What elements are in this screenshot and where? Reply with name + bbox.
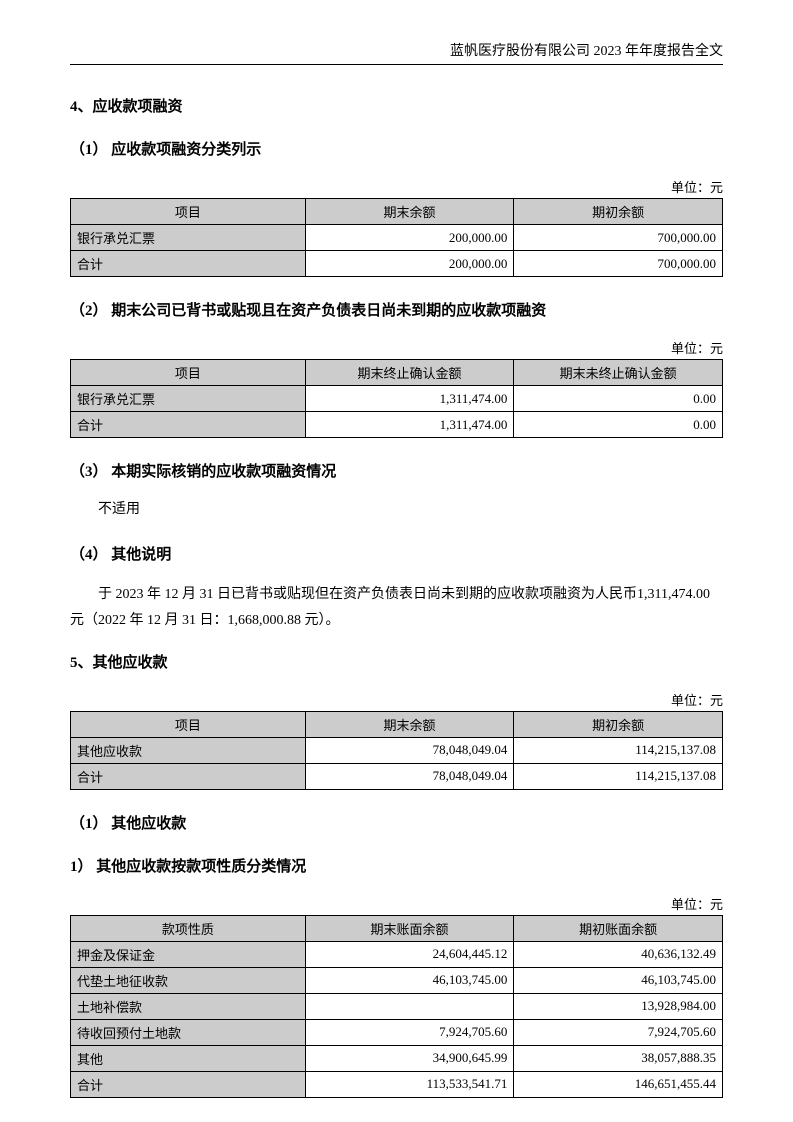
table-row: 合计 78,048,049.04 114,215,137.08 xyxy=(71,763,723,789)
table-4-2: 项目 期末终止确认金额 期末未终止确认金额 银行承兑汇票 1,311,474.0… xyxy=(70,359,723,438)
cell-value: 0.00 xyxy=(514,386,723,412)
cell-value: 13,928,984.00 xyxy=(514,993,723,1019)
section-4-3-title: （3） 本期实际核销的应收款项融资情况 xyxy=(70,460,723,481)
th-item: 项目 xyxy=(71,360,306,386)
table-row: 其他应收款 78,048,049.04 114,215,137.08 xyxy=(71,737,723,763)
cell-value: 113,533,541.71 xyxy=(305,1071,514,1097)
cell-value: 114,215,137.08 xyxy=(514,737,723,763)
unit-label-5: 单位：元 xyxy=(70,690,723,709)
cell-label: 合计 xyxy=(71,412,306,438)
cell-value xyxy=(305,993,514,1019)
cell-value: 7,924,705.60 xyxy=(514,1019,723,1045)
section-5-1-title: （1） 其他应收款 xyxy=(70,812,723,833)
table-5-1-1: 款项性质 期末账面余额 期初账面余额 押金及保证金 24,604,445.12 … xyxy=(70,915,723,1098)
cell-label: 银行承兑汇票 xyxy=(71,386,306,412)
th-nature: 款项性质 xyxy=(71,915,306,941)
section-5-1-1-title: 1） 其他应收款按款项性质分类情况 xyxy=(70,855,723,876)
cell-value: 34,900,645.99 xyxy=(305,1045,514,1071)
cell-value: 40,636,132.49 xyxy=(514,941,723,967)
cell-label: 押金及保证金 xyxy=(71,941,306,967)
table-row: 押金及保证金 24,604,445.12 40,636,132.49 xyxy=(71,941,723,967)
cell-value: 114,215,137.08 xyxy=(514,763,723,789)
table-row: 银行承兑汇票 1,311,474.00 0.00 xyxy=(71,386,723,412)
page-header: 蓝帆医疗股份有限公司 2023 年年度报告全文 xyxy=(70,40,723,65)
section-4-title: 4、应收款项融资 xyxy=(70,95,723,116)
th-begin-balance: 期初余额 xyxy=(514,199,723,225)
cell-label: 银行承兑汇票 xyxy=(71,225,306,251)
th-end-balance: 期末余额 xyxy=(305,199,514,225)
table-row: 代垫土地征收款 46,103,745.00 46,103,745.00 xyxy=(71,967,723,993)
section-4-2-title: （2） 期末公司已背书或贴现且在资产负债表日尚未到期的应收款项融资 xyxy=(70,299,723,320)
table-row: 待收回预付土地款 7,924,705.60 7,924,705.60 xyxy=(71,1019,723,1045)
th-item: 项目 xyxy=(71,711,306,737)
cell-label: 代垫土地征收款 xyxy=(71,967,306,993)
cell-value: 700,000.00 xyxy=(514,251,723,277)
table-row: 其他 34,900,645.99 38,057,888.35 xyxy=(71,1045,723,1071)
unit-label-4-1: 单位：元 xyxy=(70,177,723,196)
th-begin-balance: 期初余额 xyxy=(514,711,723,737)
th-begin-book: 期初账面余额 xyxy=(514,915,723,941)
table-row: 土地补偿款 13,928,984.00 xyxy=(71,993,723,1019)
th-end-confirm: 期末终止确认金额 xyxy=(305,360,514,386)
cell-value: 146,651,455.44 xyxy=(514,1071,723,1097)
cell-value: 24,604,445.12 xyxy=(305,941,514,967)
cell-value: 200,000.00 xyxy=(305,251,514,277)
table-row: 合计 113,533,541.71 146,651,455.44 xyxy=(71,1071,723,1097)
cell-value: 1,311,474.00 xyxy=(305,412,514,438)
cell-value: 700,000.00 xyxy=(514,225,723,251)
cell-value: 1,311,474.00 xyxy=(305,386,514,412)
cell-value: 200,000.00 xyxy=(305,225,514,251)
cell-label: 待收回预付土地款 xyxy=(71,1019,306,1045)
cell-label: 合计 xyxy=(71,763,306,789)
table-row: 银行承兑汇票 200,000.00 700,000.00 xyxy=(71,225,723,251)
th-end-book: 期末账面余额 xyxy=(305,915,514,941)
cell-value: 78,048,049.04 xyxy=(305,737,514,763)
cell-label: 其他应收款 xyxy=(71,737,306,763)
table-4-1: 项目 期末余额 期初余额 银行承兑汇票 200,000.00 700,000.0… xyxy=(70,198,723,277)
cell-label: 合计 xyxy=(71,1071,306,1097)
table-5: 项目 期末余额 期初余额 其他应收款 78,048,049.04 114,215… xyxy=(70,711,723,790)
cell-label: 合计 xyxy=(71,251,306,277)
cell-value: 78,048,049.04 xyxy=(305,763,514,789)
table-row: 合计 200,000.00 700,000.00 xyxy=(71,251,723,277)
section-4-1-title: （1） 应收款项融资分类列示 xyxy=(70,138,723,159)
cell-value: 7,924,705.60 xyxy=(305,1019,514,1045)
section-5-title: 5、其他应收款 xyxy=(70,651,723,672)
cell-value: 0.00 xyxy=(514,412,723,438)
th-item: 项目 xyxy=(71,199,306,225)
th-end-unconfirm: 期末未终止确认金额 xyxy=(514,360,723,386)
cell-value: 38,057,888.35 xyxy=(514,1045,723,1071)
section-4-4-title: （4） 其他说明 xyxy=(70,543,723,564)
th-end-balance: 期末余额 xyxy=(305,711,514,737)
section-4-3-text: 不适用 xyxy=(98,499,723,521)
unit-label-4-2: 单位：元 xyxy=(70,338,723,357)
unit-label-5-1-1: 单位：元 xyxy=(70,894,723,913)
section-4-4-text: 于 2023 年 12 月 31 日已背书或贴现但在资产负债表日尚未到期的应收款… xyxy=(70,582,723,632)
cell-value: 46,103,745.00 xyxy=(305,967,514,993)
cell-label: 其他 xyxy=(71,1045,306,1071)
cell-value: 46,103,745.00 xyxy=(514,967,723,993)
table-row: 合计 1,311,474.00 0.00 xyxy=(71,412,723,438)
cell-label: 土地补偿款 xyxy=(71,993,306,1019)
